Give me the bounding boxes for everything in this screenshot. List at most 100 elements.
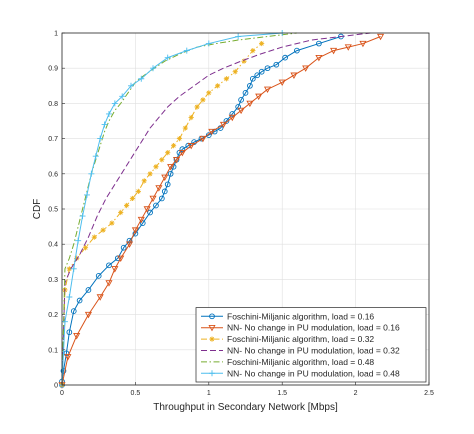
series-2-point [228, 114, 236, 122]
series-6-point [70, 265, 77, 272]
series-3-point [159, 157, 165, 163]
y-tick-label: 0.2 [48, 312, 58, 319]
series-6-point [92, 153, 99, 160]
series-2-point [143, 206, 151, 213]
x-tick-label: 1.5 [277, 390, 287, 397]
series-1-point [273, 61, 280, 68]
series-6-point [111, 100, 118, 107]
legend-label: NN- No change in PU modulation, load = 0… [227, 323, 400, 333]
legend-label: Foschini-Miljanic algorithm, load = 0.32 [227, 334, 374, 344]
series-1-point [247, 82, 253, 89]
series-1-point [258, 68, 265, 75]
series-3-point [259, 40, 265, 47]
series-6-point [66, 294, 73, 300]
legend-label: Foschini-Miljanic algorithm, load = 0.16 [227, 311, 374, 321]
series-2-point [105, 280, 113, 287]
series-2-point [219, 121, 228, 129]
series-2-point [64, 354, 72, 361]
series-1-point [161, 188, 168, 195]
series-1-point [229, 111, 236, 117]
series-1-point [235, 104, 242, 110]
x-tick-label: 0.5 [131, 390, 141, 397]
series-2-line [61, 36, 381, 386]
series-1-point [153, 202, 159, 209]
legend-label: NN- No change in PU modulation, load = 0… [227, 368, 400, 378]
series-3-point [182, 125, 188, 131]
series-1-point [147, 209, 153, 216]
series-1-point [158, 195, 165, 202]
series-3-point [206, 90, 212, 96]
series-3-point [147, 171, 153, 177]
series-1-point [106, 262, 112, 269]
series-3-point [188, 114, 194, 121]
legend-item: NN- No change in PU modulation, load = 0… [201, 346, 400, 356]
legend-marker [209, 313, 215, 320]
series-2-point [208, 128, 216, 136]
series-6 [59, 30, 286, 388]
series-2-point [359, 40, 367, 48]
series-1-point [223, 118, 230, 124]
series-6-point [235, 33, 242, 40]
series-2-point [246, 100, 254, 108]
series-3-point [66, 266, 72, 272]
series-3-point [170, 143, 177, 149]
series-6-point [127, 82, 134, 89]
series-4 [61, 32, 371, 386]
series-2-point [131, 227, 139, 234]
y-tick-label: 0.8 [48, 101, 58, 108]
series-3-point [215, 83, 221, 89]
legend-marker [209, 336, 215, 342]
series-3-point [165, 150, 171, 156]
legend-item: NN- No change in PU modulation, load = 0… [201, 323, 400, 333]
legend-item: Foschini-Miljanic algorithm, load = 0.32 [201, 334, 374, 344]
series-6-point [150, 65, 157, 72]
y-tick-label: 0.5 [48, 207, 58, 214]
series-3-point [118, 209, 124, 216]
series-2-point [237, 107, 245, 115]
series-2-point [376, 33, 385, 41]
legend-item: Foschini-Miljanic algorithm, load = 0.48 [201, 357, 374, 367]
series-2-point [161, 174, 169, 182]
series-2-point [125, 241, 134, 248]
series-6-line [61, 32, 283, 386]
series-2-point [178, 149, 186, 157]
legend-marker [208, 325, 216, 332]
x-tick-label: 2 [354, 390, 358, 397]
series-1-point [282, 54, 288, 61]
series-3-point [129, 195, 136, 202]
y-tick-label: 0.7 [48, 136, 58, 143]
x-tick-label: 1 [207, 390, 211, 397]
series-2-point [84, 311, 92, 319]
series-6-point [205, 40, 212, 47]
series-1-point [60, 368, 67, 374]
series-2-point [199, 135, 207, 143]
series-1-point [242, 89, 249, 96]
series-6-point [101, 121, 108, 128]
series-3-point [176, 136, 183, 142]
y-tick-label: 0.9 [48, 66, 58, 73]
series-6-point [79, 213, 86, 220]
series-3-point [232, 69, 238, 75]
series-2-point [155, 185, 163, 192]
series-4-line [61, 32, 371, 386]
series-1-point [205, 132, 212, 138]
series-3-point [100, 227, 106, 233]
y-tick-label: 1 [54, 31, 58, 38]
series-3-point [141, 178, 147, 184]
series-6-point [88, 170, 95, 177]
series-3-point [200, 97, 206, 103]
series-1-point [264, 65, 271, 72]
x-tick-label: 0 [60, 390, 64, 397]
y-tick-label: 0.6 [48, 171, 58, 178]
series-3-point [91, 234, 97, 240]
series-1-point [249, 75, 256, 82]
y-tick-label: 0.3 [48, 277, 58, 284]
series-3-point [241, 58, 247, 64]
x-axis-label: Throughput in Secondary Network [Mbps] [153, 402, 338, 413]
series-layer [58, 30, 385, 389]
series-2-point [344, 44, 352, 51]
series-1-point [167, 170, 174, 177]
series-2-point [167, 164, 175, 171]
series-2-point [302, 65, 310, 72]
